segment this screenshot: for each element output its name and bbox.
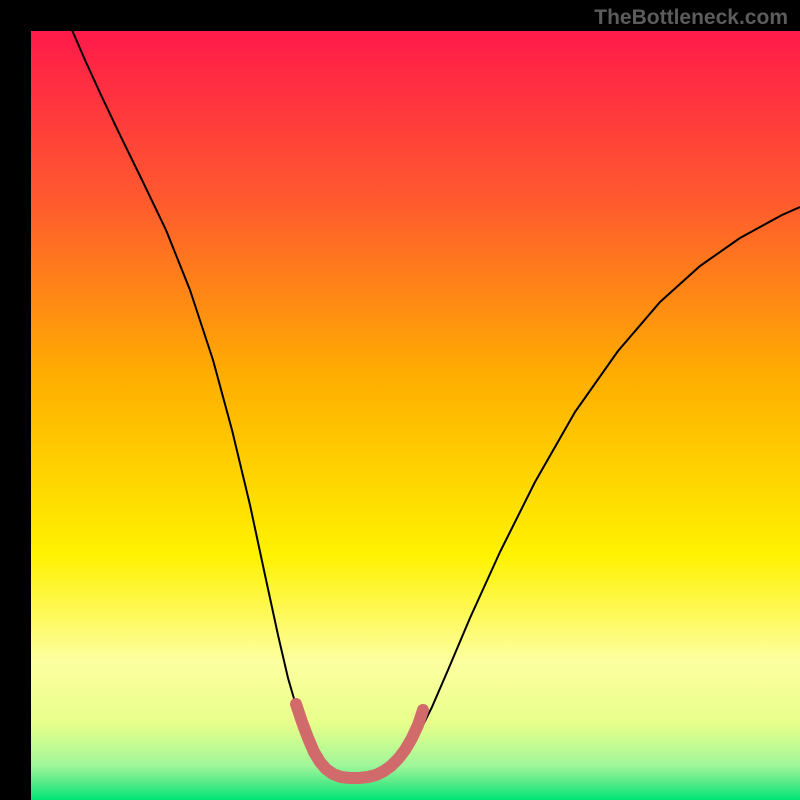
root-container: TheBottleneck.com	[0, 0, 800, 800]
chart-svg	[31, 31, 800, 800]
plot-area	[31, 31, 800, 800]
gradient-background	[31, 31, 800, 800]
watermark-label: TheBottleneck.com	[594, 6, 788, 30]
